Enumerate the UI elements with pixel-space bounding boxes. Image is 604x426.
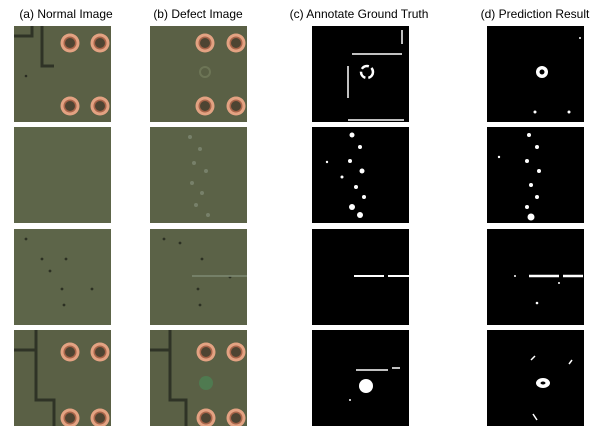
column-label: (b) Defect Image	[153, 7, 243, 21]
figure: (a) Normal Image (b) Defect Image (c) An…	[0, 0, 604, 426]
image-normal	[14, 229, 111, 325]
image-defect	[150, 26, 247, 122]
image-defect	[150, 229, 247, 325]
image-normal	[14, 26, 111, 122]
image-normal	[14, 330, 111, 426]
image-prediction	[487, 330, 584, 426]
image-prediction	[487, 26, 584, 122]
image-normal	[14, 127, 111, 223]
image-ground-truth	[312, 26, 409, 122]
image-defect	[150, 127, 247, 223]
column-label: (d) Prediction Result	[481, 7, 590, 21]
column-label: (c) Annotate Ground Truth	[290, 7, 429, 21]
image-ground-truth	[312, 127, 409, 223]
image-defect	[150, 330, 247, 426]
image-prediction	[487, 127, 584, 223]
image-ground-truth	[312, 330, 409, 426]
column-label: (a) Normal Image	[19, 7, 113, 21]
image-ground-truth	[312, 229, 409, 325]
image-prediction	[487, 229, 584, 325]
